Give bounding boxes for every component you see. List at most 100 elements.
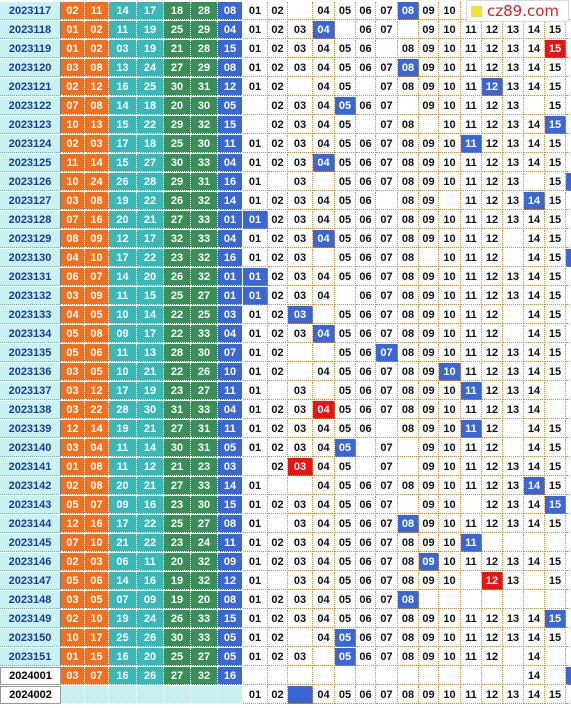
blue-trend-cell: 06 bbox=[356, 401, 376, 419]
red-ball: 30 bbox=[164, 629, 191, 647]
red-ball: 10 bbox=[109, 363, 137, 381]
red-ball: 22 bbox=[137, 249, 164, 267]
red-ball: 20 bbox=[109, 477, 137, 495]
blue-trend-cell: 03 bbox=[288, 401, 313, 419]
blue-trend-cell: 15 bbox=[545, 173, 566, 191]
blue-trend-cell: 09 bbox=[419, 268, 439, 286]
blue-trend-cell: 02 bbox=[268, 686, 288, 704]
red-ball: 14 bbox=[85, 154, 109, 172]
issue-number: 2023132 bbox=[0, 287, 61, 305]
blue-ball: 11 bbox=[218, 382, 242, 400]
blue-trend-cell bbox=[398, 667, 419, 685]
blue-trend-cell: 06 bbox=[356, 553, 376, 571]
blue-trend-cell: 01 bbox=[243, 287, 268, 305]
blue-trend-cell: 12 bbox=[482, 401, 503, 419]
blue-trend-cell: 11 bbox=[461, 78, 482, 96]
blue-trend-cell: 04 bbox=[313, 59, 335, 77]
blue-trend-cell: 09 bbox=[419, 325, 439, 343]
blue-trend-cell: 14 bbox=[524, 496, 545, 514]
blue-trend-cell: 08 bbox=[398, 325, 419, 343]
blue-trend-cell: 13 bbox=[503, 268, 524, 286]
red-ball: 06 bbox=[61, 268, 85, 286]
red-ball: 06 bbox=[85, 344, 109, 362]
red-ball: 19 bbox=[109, 420, 137, 438]
site-logo[interactable]: cz89.com bbox=[466, 0, 569, 22]
blue-trend-cell bbox=[419, 667, 439, 685]
blue-trend-cell: 05 bbox=[335, 553, 356, 571]
blue-trend-cell bbox=[545, 667, 566, 685]
blue-trend-cell: 15 bbox=[545, 192, 566, 210]
blue-trend-cell: 04 bbox=[313, 40, 335, 58]
blue-trend-cell: 07 bbox=[376, 591, 398, 609]
red-ball: 11 bbox=[137, 553, 164, 571]
red-ball: 28 bbox=[164, 344, 191, 362]
red-ball: 02 bbox=[85, 40, 109, 58]
blue-trend-cell: 12 bbox=[482, 249, 503, 267]
blue-trend-cell bbox=[439, 667, 461, 685]
blue-trend-cell: 09 bbox=[419, 135, 439, 153]
blue-trend-cell: 03 bbox=[288, 610, 313, 628]
blue-trend-cell: 08 bbox=[398, 515, 419, 533]
red-ball: 32 bbox=[191, 667, 218, 685]
red-ball: 10 bbox=[85, 534, 109, 552]
blue-trend-cell: 12 bbox=[482, 154, 503, 172]
red-ball: 21 bbox=[137, 211, 164, 229]
blue-trend-cell: 06 bbox=[356, 325, 376, 343]
issue-number: 2023118 bbox=[0, 21, 61, 39]
blue-trend-cell: 06 bbox=[356, 21, 376, 39]
blue-trend-cell bbox=[268, 572, 288, 590]
blue-trend-cell: 07 bbox=[376, 629, 398, 647]
blue-trend-cell: 10 bbox=[439, 648, 461, 666]
blue-trend-cell: 13 bbox=[503, 363, 524, 381]
blue-trend-cell: 13 bbox=[503, 382, 524, 400]
blue-trend-cell: 16 bbox=[566, 173, 571, 191]
blue-trend-cell: 04 bbox=[313, 591, 335, 609]
red-ball: 32 bbox=[191, 249, 218, 267]
blue-trend-cell: 15 bbox=[545, 21, 566, 39]
blue-trend-cell: 05 bbox=[335, 268, 356, 286]
red-ball: 10 bbox=[85, 249, 109, 267]
blue-trend-cell: 16 bbox=[566, 686, 571, 704]
blue-trend-cell: 07 bbox=[376, 2, 398, 20]
red-ball: 03 bbox=[109, 40, 137, 58]
blue-trend-cell: 02 bbox=[268, 97, 288, 115]
red-ball: 19 bbox=[109, 192, 137, 210]
red-ball: 05 bbox=[61, 572, 85, 590]
blue-trend-cell: 07 bbox=[376, 78, 398, 96]
red-ball: 21 bbox=[164, 40, 191, 58]
blue-trend-cell bbox=[356, 116, 376, 134]
issue-number: 2023147 bbox=[0, 572, 61, 590]
table-row: 2023121 02 12 16 25 30 31 12 01 02 04 05 07 08 09 10 11 1… bbox=[0, 78, 571, 97]
blue-trend-cell: 14 bbox=[524, 230, 545, 248]
blue-trend-cell: 14 bbox=[524, 211, 545, 229]
table-row: 2023131 06 07 14 20 26 32 01 01 02 03 04 05 06 07 08 09 1… bbox=[0, 268, 571, 287]
red-ball: 09 bbox=[85, 287, 109, 305]
blue-trend-cell bbox=[545, 591, 566, 609]
blue-trend-cell: 08 bbox=[398, 40, 419, 58]
blue-ball: 05 bbox=[218, 648, 242, 666]
red-ball: 15 bbox=[85, 648, 109, 666]
blue-trend-cell bbox=[566, 515, 571, 533]
blue-trend-cell: 05 bbox=[335, 344, 356, 362]
blue-trend-cell: 09 bbox=[419, 344, 439, 362]
blue-trend-cell: 16 bbox=[566, 629, 571, 647]
blue-trend-cell bbox=[545, 401, 566, 419]
blue-trend-cell: 16 bbox=[566, 477, 571, 495]
blue-trend-cell: 04 bbox=[313, 325, 335, 343]
blue-trend-cell bbox=[288, 667, 313, 685]
blue-trend-cell: 06 bbox=[356, 211, 376, 229]
blue-trend-cell: 04 bbox=[313, 439, 335, 457]
blue-trend-cell: 01 bbox=[243, 306, 268, 324]
red-ball: 19 bbox=[137, 40, 164, 58]
blue-trend-cell: 10 bbox=[439, 553, 461, 571]
red-ball: 02 bbox=[61, 2, 85, 20]
blue-trend-cell bbox=[482, 534, 503, 552]
blue-trend-cell: 16 bbox=[566, 458, 571, 476]
table-row: 2023149 02 10 19 24 26 33 15 01 02 03 04 05 06 07 08 09 1… bbox=[0, 610, 571, 629]
blue-trend-cell: 11 bbox=[461, 230, 482, 248]
red-ball: 24 bbox=[191, 534, 218, 552]
red-ball: 25 bbox=[191, 306, 218, 324]
blue-trend-cell bbox=[288, 78, 313, 96]
blue-trend-cell: 08 bbox=[398, 249, 419, 267]
blue-trend-cell: 15 bbox=[545, 553, 566, 571]
